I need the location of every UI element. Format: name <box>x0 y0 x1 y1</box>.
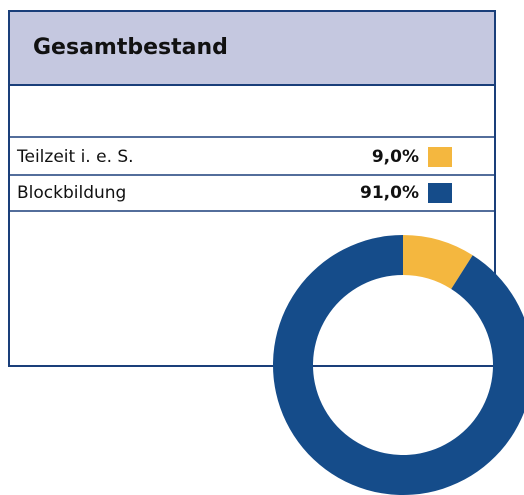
legend-swatch <box>428 183 452 203</box>
legend-label: Blockbildung <box>17 183 126 203</box>
chart-title: Gesamtbestand <box>33 35 228 60</box>
value-label: 9,0% <box>372 147 419 167</box>
legend-label: Teilzeit i. e. S. <box>16 147 134 167</box>
legend-swatch <box>428 147 452 167</box>
donut-segment <box>273 235 524 495</box>
value-label: 91,0% <box>360 183 419 203</box>
donut-segment <box>403 235 473 290</box>
header <box>8 10 496 86</box>
